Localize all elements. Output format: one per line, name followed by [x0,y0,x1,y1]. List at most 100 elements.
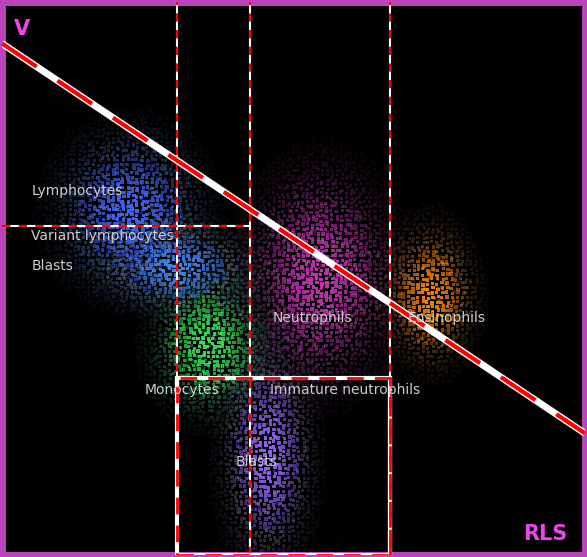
Point [208,228,218,237]
Point [188,266,197,275]
Point [274,372,284,380]
Point [346,306,355,315]
Point [160,238,169,247]
Point [126,276,136,285]
Point [394,342,403,351]
Point [447,257,456,266]
Point [289,234,298,243]
Point [168,207,178,216]
Point [223,252,232,261]
Point [235,412,244,421]
Point [133,120,142,129]
Point [242,401,251,410]
Point [147,397,156,406]
Point [191,159,201,168]
Point [294,270,303,278]
Point [281,436,290,445]
Point [463,238,472,247]
Point [191,214,200,223]
Point [359,260,369,268]
Point [195,250,204,258]
Point [123,255,133,263]
Point [276,320,285,329]
Point [55,268,64,277]
Point [160,234,169,243]
Point [322,161,331,170]
Point [215,421,224,429]
Point [279,536,289,545]
Point [133,242,142,251]
Point [102,178,112,187]
Point [161,186,171,195]
Point [293,393,302,402]
Point [326,256,335,265]
Point [201,414,211,423]
Point [227,219,237,228]
Point [278,322,287,331]
Point [221,443,231,452]
Point [307,268,316,277]
Point [222,402,231,411]
Point [315,385,324,394]
Point [319,465,329,474]
Point [242,412,251,421]
Point [195,319,204,328]
Point [100,147,109,156]
Point [456,233,465,242]
Point [410,279,420,288]
Point [176,133,185,142]
Point [468,262,478,271]
Point [131,175,141,184]
Point [309,330,318,339]
Point [348,185,357,194]
Point [314,514,323,522]
Point [172,279,181,288]
Point [169,255,178,264]
Point [225,443,235,452]
Point [86,300,95,309]
Point [211,209,220,218]
Point [429,251,438,260]
Point [342,189,351,198]
Point [338,185,347,194]
Point [328,172,337,180]
Point [100,173,110,182]
Point [312,345,321,354]
Point [367,200,376,209]
Point [328,302,338,311]
Point [166,188,176,197]
Point [318,317,327,326]
Point [163,256,173,265]
Point [150,191,160,200]
Point [287,291,296,300]
Point [249,248,259,257]
Point [175,261,184,270]
Point [217,257,227,266]
Point [303,350,312,359]
Point [221,282,231,291]
Point [289,374,298,383]
Point [346,233,355,242]
Point [135,365,144,374]
Point [104,183,114,192]
Point [292,369,302,378]
Point [316,404,325,413]
Point [279,389,289,398]
Point [179,294,188,302]
Point [371,179,380,188]
Point [246,389,255,398]
Point [245,245,255,254]
Point [415,251,424,260]
Point [313,215,322,224]
Point [114,290,124,299]
Point [119,143,129,152]
Point [342,287,351,296]
Point [288,145,298,154]
Point [293,522,302,531]
Point [288,221,297,230]
Point [88,213,97,222]
Point [294,217,303,226]
Point [160,184,170,193]
Point [237,260,247,268]
Point [309,282,319,291]
